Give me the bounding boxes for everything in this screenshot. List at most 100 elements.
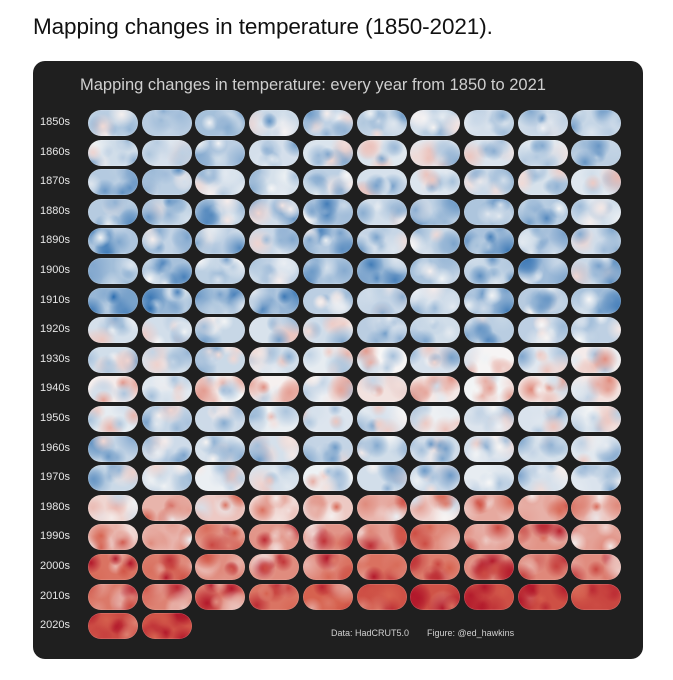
year-map [249,228,300,255]
year-map [463,228,514,255]
decade-row: 2000s [0,554,673,580]
year-map [571,406,622,432]
year-map [356,139,407,166]
year-map [410,346,461,373]
year-map [141,376,192,403]
decade-label: 1850s [40,116,70,128]
year-map [356,435,407,462]
decade-row: 2010s [0,583,673,610]
year-map [141,465,192,492]
year-map [302,554,353,580]
decade-label: 1890s [40,234,70,247]
year-map [195,494,246,521]
year-map [195,583,246,610]
data-credit: Data: HadCRUT5.0 [331,628,410,638]
year-map [410,317,461,344]
year-map [141,198,192,225]
year-map [356,287,407,314]
decade-label: 1930s [40,352,70,365]
year-map [463,583,514,610]
year-map [88,258,138,284]
year-map [356,524,407,551]
figure-title: Mapping changes in temperature: every ye… [80,76,546,94]
year-map [302,169,353,196]
decade-row: 1860s [0,139,673,166]
year-map [249,583,300,610]
year-map [463,346,514,373]
year-map [141,110,192,136]
year-map [195,346,246,373]
decade-label: 1910s [40,293,70,306]
decade-row: 1880s [0,198,673,225]
year-map [302,346,353,373]
year-map [410,494,461,521]
decade-row: 2020s [0,613,673,640]
year-map [88,228,138,255]
year-map [571,524,622,551]
year-map [410,110,461,136]
year-map [302,465,353,492]
year-map [517,317,568,344]
decade-label: 2000s [40,560,70,572]
year-map [356,406,407,432]
year-map [249,198,300,225]
year-map [249,465,300,492]
year-map [463,465,514,492]
year-map [463,110,514,136]
year-map [195,554,246,580]
year-map [463,169,514,196]
year-map [88,139,138,166]
year-map [410,554,461,580]
year-map [249,554,300,580]
year-map [356,376,407,403]
year-map [571,554,622,580]
year-map [195,317,246,344]
year-map [249,494,300,521]
year-map [88,554,138,580]
year-map [571,287,622,314]
year-map [571,317,622,344]
year-map [141,258,192,284]
decade-label: 1960s [40,441,70,454]
year-map [88,169,138,196]
year-map [88,494,138,521]
year-map [249,435,300,462]
year-map [88,287,138,314]
year-map [141,524,192,551]
year-map [195,435,246,462]
year-map [410,583,461,610]
decade-label: 1990s [40,530,70,543]
year-map [463,139,514,166]
year-map [517,524,568,551]
decade-label: 1950s [40,412,70,424]
year-map [88,110,138,136]
year-map [356,317,407,344]
year-map [88,465,138,492]
year-map [88,435,138,462]
decade-row: 1950s [0,406,673,432]
year-map [356,465,407,492]
decade-row: 1870s [0,169,673,196]
year-map [249,346,300,373]
decade-label: 1860s [40,145,70,158]
year-map [195,139,246,166]
year-map [88,613,138,640]
year-map [571,139,622,166]
year-map [195,169,246,196]
year-map [356,554,407,580]
year-map [141,613,192,640]
year-map [249,376,300,403]
year-map [141,435,192,462]
year-map [356,198,407,225]
year-map [88,406,138,432]
year-map [88,346,138,373]
year-map [517,406,568,432]
year-map [571,198,622,225]
year-map [195,287,246,314]
decade-row: 1980s [0,494,673,521]
year-map [249,139,300,166]
year-map [141,169,192,196]
year-map [517,110,568,136]
year-map [410,169,461,196]
decade-label: 1870s [40,175,70,188]
